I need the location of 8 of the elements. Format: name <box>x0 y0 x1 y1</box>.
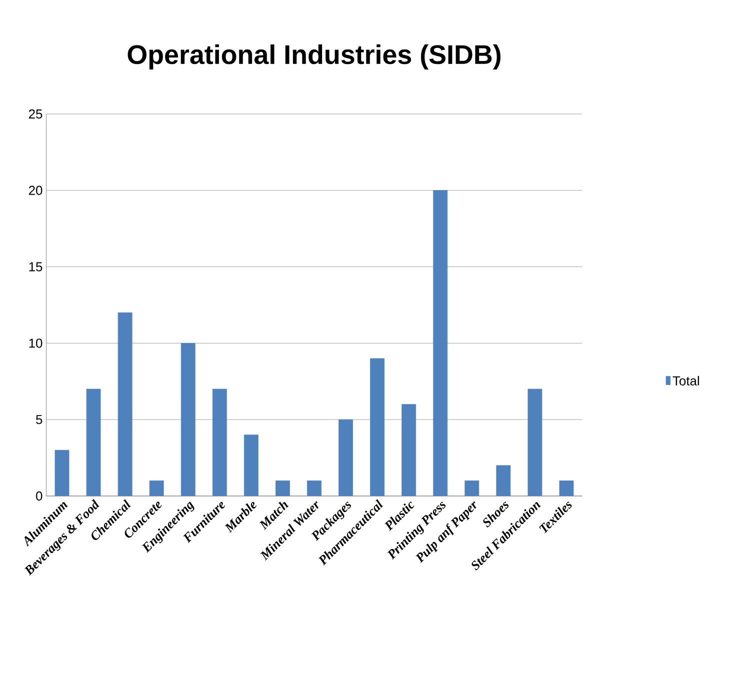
legend-label: Total <box>672 376 699 386</box>
y-tick-label: 0 <box>36 491 42 501</box>
y-tick-label: 5 <box>36 415 42 424</box>
chart-title: Operational Industries (SIDB) <box>128 44 500 70</box>
y-tick-label: 25 <box>28 109 42 119</box>
y-tick-label: 10 <box>29 338 42 348</box>
y-tick-label: 15 <box>29 262 42 272</box>
y-tick-label: 20 <box>28 186 42 195</box>
